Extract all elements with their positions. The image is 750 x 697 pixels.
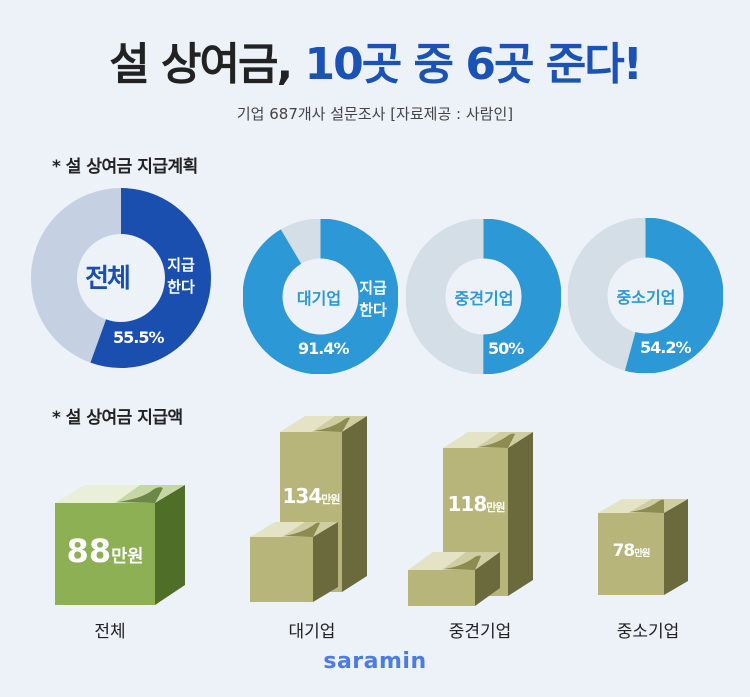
box-value: 134만원 (278, 484, 344, 508)
donut-center-label: 중견기업 (454, 289, 514, 308)
box-value: 78만원 (598, 541, 664, 561)
unit: 만원 (111, 547, 144, 567)
page-title: 설 상여금, 10곳 중 6곳 준다! (0, 28, 750, 92)
category-label: 전체 (94, 622, 126, 642)
unit: 만원 (321, 493, 340, 506)
donut-total: 전체 지급 한다 55.5% (31, 188, 211, 368)
category-label: 중견기업 (448, 622, 512, 642)
unit: 만원 (634, 548, 650, 559)
donut-side-label: 지급 한다 (355, 277, 391, 321)
donut-pct: 54.2% (640, 338, 692, 357)
donut-large: 대기업 지급 한다 91.4% (243, 219, 398, 374)
donut-mid: 중견기업 50% (406, 219, 561, 374)
side-line2: 한다 (167, 278, 195, 296)
donut-pct: 91.4% (298, 339, 350, 358)
plan-section-label: * 설 상여금 지급계획 (52, 157, 198, 177)
donut-center-label: 전체 (85, 264, 131, 294)
value: 88 (66, 532, 112, 570)
donut-pct: 55.5% (113, 328, 165, 347)
side-line2: 한다 (359, 301, 387, 319)
unit: 만원 (486, 501, 505, 514)
amount-section-label: * 설 상여금 지급액 (52, 408, 183, 428)
box-small: 78만원 (598, 495, 690, 600)
box-value: 88만원 (55, 532, 155, 570)
box-mid: 118만원 (408, 428, 533, 608)
value: 134 (282, 484, 323, 508)
box-value: 118만원 (441, 492, 511, 516)
side-line1: 지급 (167, 256, 195, 274)
value: 78 (612, 541, 636, 561)
donut-small: 중소기업 54.2% (568, 218, 723, 373)
side-line1: 지급 (359, 279, 387, 297)
title-part1: 설 상여금, (109, 39, 293, 90)
donut-center-label: 대기업 (296, 289, 342, 308)
box-large: 134만원 (250, 412, 370, 607)
category-label: 대기업 (288, 622, 336, 642)
value: 118 (447, 492, 488, 516)
saramin-logo: saramin (323, 649, 427, 674)
category-label: 중소기업 (616, 622, 680, 642)
subtitle: 기업 687개사 설문조사 [자료제공 : 사람인] (236, 105, 514, 123)
donut-side-label: 지급 한다 (159, 254, 203, 298)
donut-center-label: 중소기업 (616, 288, 676, 307)
donut-pct: 50% (488, 339, 524, 358)
title-part2: 10곳 중 6곳 준다! (304, 39, 643, 90)
box-total: 88만원 (55, 480, 190, 610)
